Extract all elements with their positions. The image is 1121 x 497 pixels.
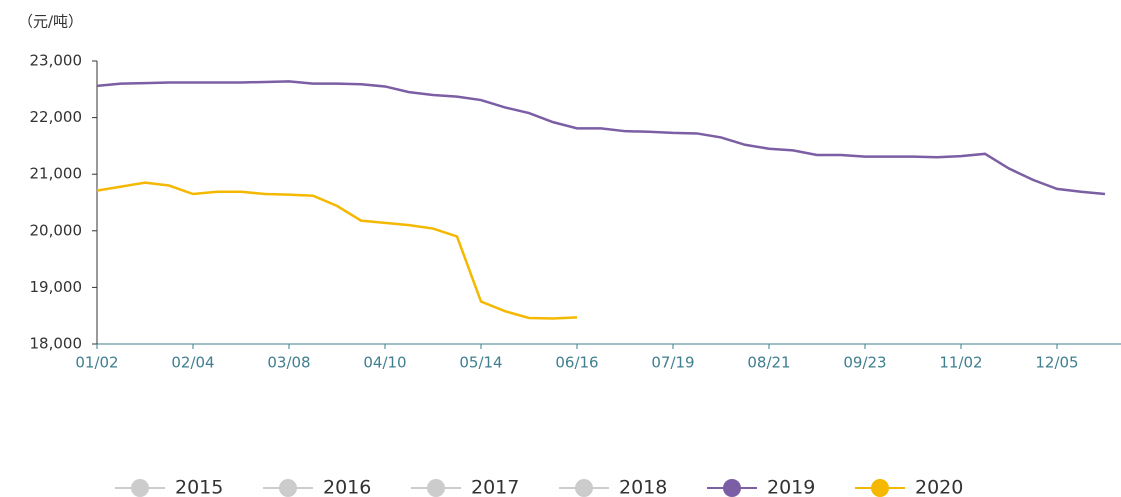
x-tick-label: 05/14 <box>459 354 502 372</box>
x-tick-label: 02/04 <box>171 354 214 372</box>
line-2019 <box>96 80 1106 196</box>
y-tick-label: 18,000 <box>30 335 83 353</box>
y-tick-label: 22,000 <box>30 108 83 126</box>
x-tick-label: 12/05 <box>1035 354 1078 372</box>
legend-marker <box>871 479 889 497</box>
line-2020 <box>96 181 578 320</box>
legend-label: 2020 <box>915 477 963 497</box>
x-tick-label: 11/02 <box>939 354 982 372</box>
x-tick-label: 01/02 <box>75 354 118 372</box>
legend-marker <box>575 479 593 497</box>
x-tick-label: 04/10 <box>363 354 406 372</box>
legend-marker <box>723 479 741 497</box>
legend-label: 2018 <box>619 477 667 497</box>
y-tick-label: 21,000 <box>30 165 83 183</box>
x-tick-label: 06/16 <box>555 354 598 372</box>
legend-marker <box>131 479 149 497</box>
legend-label: 2017 <box>471 477 519 497</box>
legend-marker <box>279 479 297 497</box>
x-tick-label: 09/23 <box>843 354 886 372</box>
y-tick-label: 20,000 <box>30 221 83 239</box>
x-tick-label: 03/08 <box>267 354 310 372</box>
legend-label: 2016 <box>323 477 371 497</box>
x-tick-label: 07/19 <box>651 354 694 372</box>
legend-label: 2015 <box>175 477 223 497</box>
x-tick-label: 08/21 <box>747 354 790 372</box>
legend-label: 2019 <box>767 477 815 497</box>
y-tick-label: 23,000 <box>30 52 83 70</box>
legend-marker <box>427 479 445 497</box>
y-tick-label: 19,000 <box>30 278 83 296</box>
y-axis-label: （元/吨） <box>18 13 83 31</box>
